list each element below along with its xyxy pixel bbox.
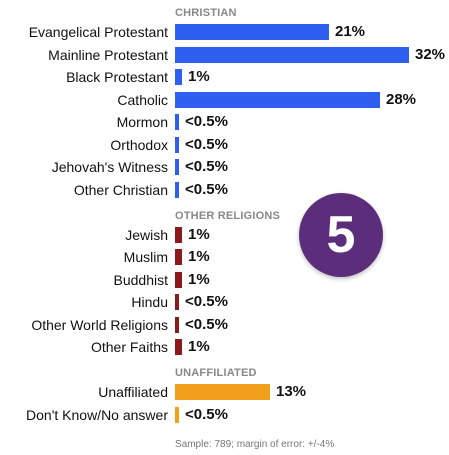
value-label: 32% bbox=[415, 45, 446, 63]
value-label: <0.5% bbox=[185, 293, 228, 310]
bar bbox=[175, 181, 179, 198]
section-title-0: CHRISTIAN bbox=[175, 7, 237, 19]
value-label: 1% bbox=[188, 270, 210, 288]
category-label: Muslim bbox=[123, 249, 168, 265]
category-label: Jehovah's Witness bbox=[51, 159, 168, 175]
value-label: 21% bbox=[335, 23, 366, 40]
category-label: Buddhist bbox=[113, 271, 168, 288]
category-label: Evangelical Protestant bbox=[28, 24, 168, 40]
value-label: 28% bbox=[386, 90, 417, 108]
bar bbox=[175, 249, 182, 265]
bar bbox=[175, 24, 329, 40]
category-label: Mainline Protestant bbox=[48, 46, 168, 63]
value-label: <0.5% bbox=[185, 180, 228, 198]
value-label: <0.5% bbox=[185, 405, 228, 423]
value-label: 1% bbox=[188, 248, 210, 265]
bar bbox=[175, 46, 409, 63]
category-label: Don't Know/No answer bbox=[26, 406, 168, 423]
value-label: <0.5% bbox=[185, 158, 228, 175]
footnote: Sample: 789; margin of error: +/-4% bbox=[175, 439, 335, 450]
bar bbox=[175, 294, 179, 310]
value-label: 13% bbox=[276, 383, 307, 400]
bar bbox=[175, 136, 179, 153]
category-label: Other World Religions bbox=[31, 316, 168, 333]
category-label: Jewish bbox=[125, 226, 168, 243]
value-label: 1% bbox=[188, 68, 210, 85]
category-label: Other Faiths bbox=[90, 339, 168, 355]
category-label: Orthodox bbox=[110, 136, 168, 153]
value-label: <0.5% bbox=[185, 315, 228, 333]
category-label: Other Christian bbox=[73, 181, 168, 198]
bar bbox=[175, 114, 179, 130]
bar bbox=[175, 226, 182, 243]
value-label: <0.5% bbox=[185, 113, 228, 130]
bar bbox=[175, 316, 179, 333]
category-label: Hindu bbox=[131, 294, 168, 310]
bar bbox=[175, 406, 179, 423]
bar bbox=[175, 339, 182, 355]
section-title-1: OTHER RELIGIONS bbox=[175, 209, 281, 222]
bar bbox=[175, 384, 270, 400]
bar bbox=[175, 159, 179, 175]
section-title-2: UNAFFILIATED bbox=[175, 367, 257, 379]
bar bbox=[175, 271, 182, 288]
value-label: <0.5% bbox=[185, 135, 228, 153]
category-label: Mormon bbox=[116, 114, 168, 130]
bar bbox=[175, 69, 182, 85]
category-label: Catholic bbox=[117, 91, 168, 108]
value-label: 1% bbox=[188, 338, 210, 355]
number-badge: 5 bbox=[299, 193, 383, 277]
category-label: Black Protestant bbox=[66, 69, 168, 85]
category-label: Unaffiliated bbox=[98, 384, 168, 400]
value-label: 1% bbox=[188, 225, 210, 243]
bar bbox=[175, 91, 380, 108]
